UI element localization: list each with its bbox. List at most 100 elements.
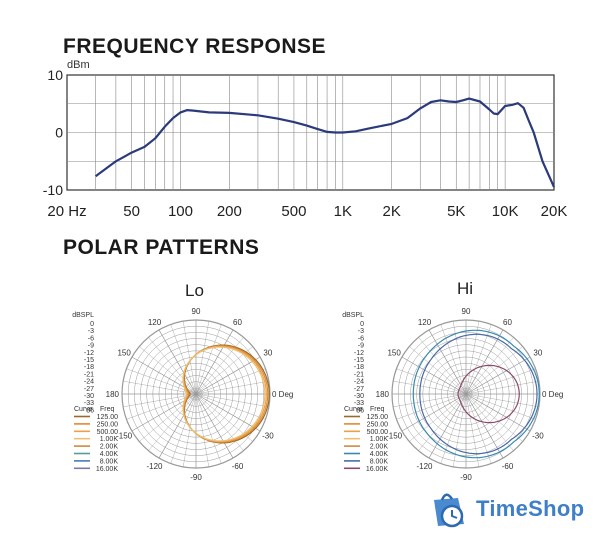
polar-hi-grid-spoke	[465, 393, 536, 420]
polar-lo-angle-label: 120	[148, 318, 162, 327]
fr-x-tick-label: 200	[217, 203, 242, 220]
polar-hi-grid-spoke	[465, 393, 504, 459]
polar-hi-grid-spoke	[409, 393, 467, 442]
polar-hi-r-tick-label: -18	[354, 364, 364, 371]
polar-hi-grid-spoke	[465, 356, 531, 395]
polar-hi-legend-label: 16.00K	[366, 466, 389, 473]
polar-lo-angle-label: 180	[106, 390, 120, 399]
polar-hi-r-tick-label: -21	[354, 371, 364, 378]
polar-lo-legend-label: 8.00K	[100, 458, 119, 465]
polar-hi-curve-4.00K	[412, 329, 540, 459]
polar-lo-legend-label: 1.00K	[100, 436, 119, 443]
watermark: TimeShop	[428, 488, 584, 530]
fr-x-tick-label: 5K	[447, 203, 465, 220]
polar-lo-curve-125.00	[183, 344, 270, 444]
polar-hi-r-tick-label: -6	[358, 335, 364, 342]
polar-hi-angle-label: 30	[533, 349, 542, 358]
polar-lo-grid-spoke	[195, 393, 222, 464]
polar-hi-r-tick-label: 0	[360, 321, 364, 328]
polar-lo-legend-label: 500.00	[97, 429, 119, 436]
fr-x-tick-label: 20 Hz	[47, 203, 86, 220]
polar-hi-angle-label: -60	[502, 462, 514, 471]
polar-hi-grid-spoke	[465, 346, 523, 395]
polar-lo-grid-spoke	[195, 368, 266, 395]
frequency-response-title: FREQUENCY RESPONSE	[63, 35, 326, 58]
polar-hi-grid-spoke	[396, 368, 467, 395]
polar-lo-grid-spoke	[126, 368, 197, 395]
polar-lo-grid-spoke	[195, 393, 210, 467]
fr-y-axis-label: dBm	[67, 59, 90, 71]
polar-hi-title: Hi	[457, 279, 474, 298]
polar-hi-r-tick-label: -27	[354, 386, 364, 393]
watermark-text: TimeShop	[476, 496, 585, 521]
polar-lo-grid-spoke	[195, 393, 261, 432]
polar-lo-angle-label: -90	[190, 473, 202, 482]
polar-lo-grid-spoke	[148, 393, 197, 451]
polar-hi-angle-label: 180	[376, 390, 390, 399]
polar-lo-angle-label: 150	[117, 349, 131, 358]
polar-lo-angle-label: -120	[146, 462, 163, 471]
polar-hi-grid-spoke	[465, 329, 504, 395]
polar-lo-grid-spoke	[123, 393, 197, 408]
polar-hi-angle-label: -30	[532, 432, 544, 441]
polar-lo-legend-label: 250.00	[97, 421, 119, 428]
fr-y-tick-label: 0	[55, 125, 63, 141]
polar-hi-angle-label: 90	[462, 307, 471, 316]
polar-hi-angle-label: 0 Deg	[542, 390, 563, 399]
polar-lo-r-tick-label: 0	[90, 321, 94, 328]
polar-lo-grid-spoke	[158, 393, 197, 459]
polar-hi-angle-label: 60	[503, 318, 512, 327]
polar-hi-legend-header-freq: Freq	[370, 406, 385, 413]
fr-x-tick-label: 500	[281, 203, 306, 220]
polar-hi-grid-spoke	[465, 380, 539, 395]
polar-lo-r-tick-label: -3	[88, 328, 94, 335]
polar-hi-r-axis-label: dBSPL	[342, 312, 364, 319]
polar-hi-angle-label: -120	[416, 462, 433, 471]
polar-lo-angle-label: 90	[192, 307, 201, 316]
polar-lo-r-tick-label: -12	[84, 350, 94, 357]
polar-hi-grid-spoke	[465, 321, 480, 395]
polar-lo-grid-spoke	[195, 321, 210, 395]
polar-hi-curve-8.00K	[419, 333, 538, 455]
polar-hi-r-tick-label: -33	[354, 400, 364, 407]
polar-hi-legend-label: 125.00	[367, 414, 389, 421]
polar-hi-legend-label: 250.00	[367, 421, 389, 428]
fr-y-tick-label: -10	[43, 182, 63, 198]
polar-hi-r-tick-label: -9	[358, 343, 364, 350]
polar-lo-grid-spoke	[123, 380, 197, 395]
polar-lo-grid-spoke	[170, 324, 197, 395]
polar-hi-r-tick-label: -15	[354, 357, 364, 364]
polar-hi-legend-label: 2.00K	[370, 444, 389, 451]
polar-lo-legend-label: 2.00K	[100, 444, 119, 451]
polar-lo-grid-spoke	[195, 393, 269, 408]
polar-hi-r-tick-label: -30	[354, 393, 364, 400]
polar-hi-angle-label: -150	[386, 432, 403, 441]
polar-patterns-title: POLAR PATTERNS	[63, 236, 260, 259]
polar-lo-angle-label: 0 Deg	[272, 390, 293, 399]
polar-lo-r-axis-label: dBSPL	[72, 312, 94, 319]
polar-lo-grid-spoke	[195, 329, 234, 395]
fr-x-tick-label: 100	[168, 203, 193, 220]
fr-x-tick-label: 50	[123, 203, 140, 220]
polar-hi-legend-label: 8.00K	[370, 458, 389, 465]
polar-lo-legend-header-curve: Curve	[74, 406, 93, 413]
polar-lo-r-tick-label: -30	[84, 393, 94, 400]
polar-hi-grid-spoke	[418, 393, 467, 451]
polar-lo-r-tick-label: -24	[84, 379, 94, 386]
bag-clock-icon	[434, 493, 464, 528]
polar-lo-grid-spoke	[139, 393, 197, 442]
polar-lo-legend-label: 4.00K	[100, 451, 119, 458]
polar-lo-grid-spoke	[126, 393, 197, 420]
polar-lo-r-tick-label: -9	[88, 343, 94, 350]
polar-lo-legend-label: 125.00	[97, 414, 119, 421]
fr-y-tick-label: 10	[47, 67, 63, 83]
polar-lo-angle-label: -60	[232, 462, 244, 471]
polar-hi-grid-spoke	[418, 337, 467, 395]
polar-hi-grid-spoke	[465, 393, 531, 432]
polar-lo-grid-spoke	[158, 329, 197, 395]
polar-hi-r-tick-label: -12	[354, 350, 364, 357]
polar-lo-grid-spoke	[195, 324, 222, 395]
polar-lo-angle-label: 60	[233, 318, 242, 327]
polar-lo-grid-spoke	[148, 337, 197, 395]
polar-hi-legend-label: 4.00K	[370, 451, 389, 458]
